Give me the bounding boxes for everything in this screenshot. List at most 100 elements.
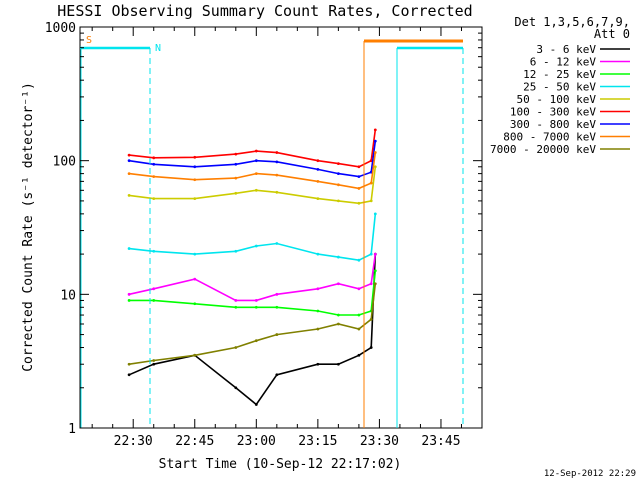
legend-label: 800 - 7000 keV — [503, 131, 596, 144]
data-point — [316, 287, 320, 291]
data-point — [234, 386, 238, 390]
data-point — [316, 252, 320, 256]
data-point — [127, 373, 131, 377]
x-tick-label: 23:15 — [298, 434, 337, 449]
data-point — [336, 162, 340, 166]
data-point — [357, 201, 361, 205]
data-point — [254, 244, 258, 248]
data-point — [336, 199, 340, 203]
series-line — [129, 270, 377, 316]
series-line — [128, 254, 377, 406]
data-point — [336, 362, 340, 366]
data-point — [316, 168, 320, 171]
data-point — [193, 252, 197, 256]
legend-label: 300 - 800 keV — [510, 118, 596, 131]
data-point — [275, 160, 279, 164]
data-point — [357, 175, 361, 178]
data-point — [336, 183, 340, 187]
data-point — [234, 346, 238, 349]
data-point — [127, 172, 131, 176]
data-point — [369, 181, 373, 185]
data-point — [234, 249, 238, 253]
data-point — [275, 373, 279, 377]
data-point — [254, 188, 258, 192]
data-point — [234, 299, 238, 302]
x-axis-label: Start Time (10-Sep-12 22:17:02) — [159, 457, 402, 472]
legend-label: 25 - 50 keV — [523, 81, 596, 94]
data-point — [373, 165, 377, 169]
y-tick-label: 1000 — [45, 21, 76, 36]
data-point — [152, 197, 156, 201]
data-point — [234, 191, 238, 195]
data-point — [316, 327, 320, 331]
data-point — [373, 252, 377, 256]
data-point — [275, 190, 279, 194]
data-point — [254, 299, 258, 302]
data-point — [254, 172, 258, 176]
data-point — [234, 176, 238, 180]
data-point — [152, 162, 156, 166]
x-tick-label: 22:30 — [114, 434, 153, 449]
series-line — [128, 253, 377, 302]
data-point — [275, 292, 279, 296]
data-point — [373, 269, 377, 273]
data-point — [373, 151, 377, 154]
flag-label-s: S — [86, 35, 92, 46]
data-point — [234, 305, 238, 309]
chart-title: HESSI Observing Summary Count Rates, Cor… — [57, 2, 472, 20]
data-point — [316, 362, 320, 366]
data-point — [357, 258, 361, 262]
data-point — [254, 339, 258, 343]
data-point — [275, 305, 279, 309]
legend-label: 100 - 300 keV — [510, 106, 596, 119]
y-tick-label: 100 — [53, 155, 76, 170]
x-tick-label: 23:30 — [360, 434, 399, 449]
flag-label-n: N — [155, 43, 161, 54]
instrument-flags: SN — [80, 35, 464, 428]
data-point — [152, 362, 156, 366]
y-tick-label: 1 — [68, 422, 76, 437]
data-point — [152, 175, 156, 178]
data-point — [152, 299, 156, 302]
y-axis-label: Corrected Count Rate (s⁻¹ detector⁻¹) — [21, 82, 36, 372]
data-point — [373, 212, 377, 216]
legend-label: 7000 - 20000 keV — [490, 143, 596, 156]
x-tick-label: 23:45 — [421, 434, 460, 449]
plot-frame — [79, 26, 483, 429]
data-point — [373, 139, 377, 143]
legend-label: 6 - 12 keV — [530, 56, 597, 69]
data-point — [275, 333, 279, 336]
data-point — [127, 292, 131, 296]
data-point — [127, 362, 131, 366]
data-point — [127, 193, 131, 197]
data-point — [254, 159, 258, 163]
data-point — [193, 197, 197, 201]
data-point — [127, 153, 131, 157]
timestamp: 12-Sep-2012 22:29 — [544, 469, 636, 479]
data-point — [357, 165, 361, 169]
data-point — [369, 346, 373, 349]
data-point — [193, 353, 197, 357]
plot-area — [79, 26, 483, 429]
data-point — [127, 299, 131, 302]
data-point — [316, 197, 320, 201]
data-point — [369, 252, 373, 256]
legend-label: 3 - 6 keV — [536, 43, 596, 56]
data-point — [357, 353, 361, 357]
x-tick-label: 23:00 — [237, 434, 276, 449]
series-line — [128, 140, 377, 178]
data-point — [254, 403, 258, 406]
data-point — [193, 302, 197, 306]
data-point — [254, 305, 258, 309]
data-point — [336, 255, 340, 259]
data-point — [336, 282, 340, 286]
legend-header-line-1: Det 1,3,5,6,7,9, — [514, 15, 630, 29]
data-point — [316, 159, 320, 163]
x-tick-label: 22:45 — [175, 434, 214, 449]
data-point — [127, 159, 131, 163]
data-point — [316, 179, 320, 183]
x-axis: 22:30 22:45 23:00 23:15 23:30 23:45 — [91, 27, 483, 449]
data-point — [369, 282, 373, 286]
